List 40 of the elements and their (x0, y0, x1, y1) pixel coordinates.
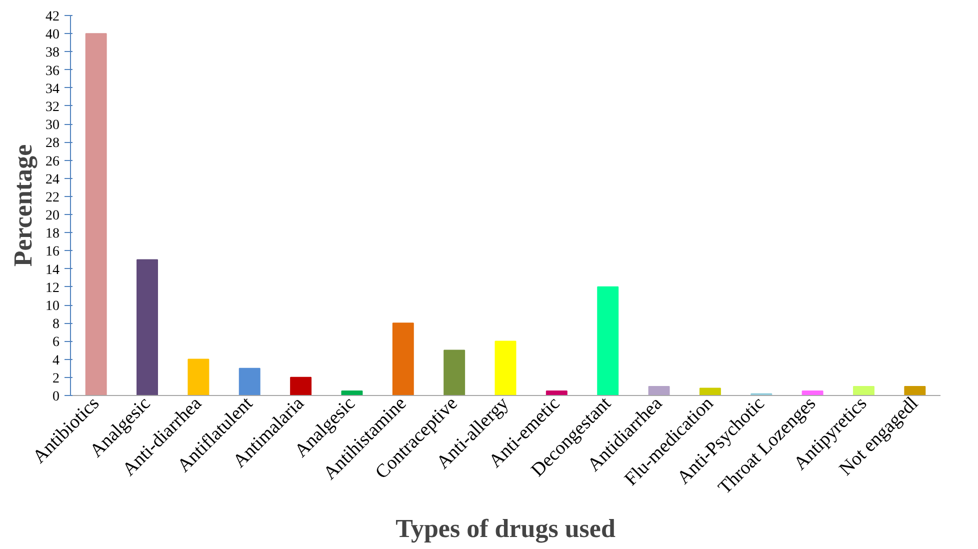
bar (85, 33, 107, 396)
y-tick-label: 8 (52, 317, 60, 332)
y-tick-label: 6 (52, 335, 60, 350)
y-tick-label: 0 (52, 390, 60, 404)
bar (904, 386, 926, 396)
bar (648, 386, 670, 396)
y-tick-label: 42 (46, 10, 60, 24)
bar (802, 390, 824, 396)
bar (392, 322, 414, 396)
bar (341, 390, 363, 396)
bar (699, 388, 721, 396)
y-tick-label: 14 (46, 262, 60, 278)
x-axis-title: Types of drugs used (396, 514, 616, 543)
y-tick-label: 22 (46, 190, 60, 206)
y-tick-label: 28 (46, 136, 60, 152)
y-tick-label: 30 (46, 118, 60, 134)
bar (188, 358, 210, 396)
y-tick-label: 10 (46, 299, 60, 314)
y-tick-label: 36 (46, 64, 60, 79)
y-tick-label: 2 (52, 371, 60, 386)
y-tick-label: 12 (46, 280, 60, 296)
bar (238, 368, 260, 396)
bar (494, 340, 516, 396)
y-tick-label: 20 (46, 208, 60, 224)
bar (290, 376, 312, 396)
bar (136, 259, 158, 396)
y-tick-label: 32 (46, 100, 60, 115)
y-tick-label: 4 (52, 353, 60, 368)
y-tick-label: 34 (46, 82, 60, 97)
y-tick-label: 24 (46, 172, 60, 188)
y-axis-title: Percentage (8, 144, 38, 267)
bar (444, 350, 466, 396)
y-tick-label: 18 (46, 226, 60, 242)
bar (853, 386, 874, 396)
y-tick-label: 26 (46, 154, 60, 170)
bar (546, 390, 568, 396)
bar (597, 286, 619, 396)
y-tick-label: 38 (46, 46, 60, 61)
y-tick-label: 16 (46, 244, 60, 260)
y-tick-label: 40 (46, 28, 60, 43)
